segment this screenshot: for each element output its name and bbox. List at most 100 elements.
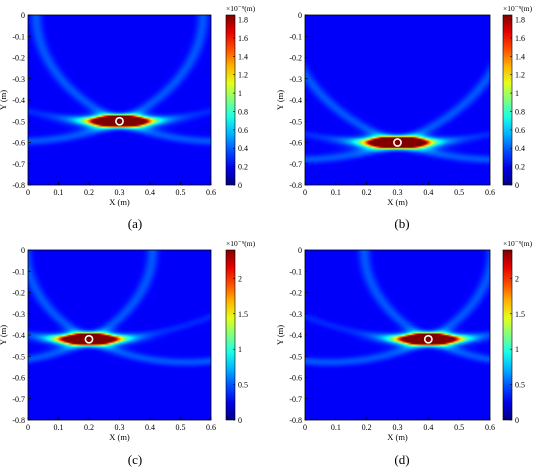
y-tick-label: -0.6 bbox=[12, 374, 25, 383]
y-tick-label: -0.6 bbox=[289, 374, 302, 383]
colorbar-tick-label: 1.2 bbox=[515, 71, 525, 80]
x-tick-label: 0.1 bbox=[54, 423, 64, 432]
x-tick-label: 0 bbox=[303, 188, 307, 197]
colorbar-tick-label: 1.4 bbox=[238, 52, 248, 61]
y-tick-label: -0.1 bbox=[12, 32, 25, 41]
colorbar-tick-label: 1.8 bbox=[515, 16, 525, 25]
caption-d: (d) bbox=[394, 452, 410, 467]
y-tick-label: -0.1 bbox=[289, 267, 302, 276]
colorbar: 0 0.5 1 1.5 2 ×10⁻⁹(m) bbox=[225, 239, 256, 425]
colorbar-gradient bbox=[225, 14, 236, 186]
y-tick-label: -0.1 bbox=[289, 32, 302, 41]
x-tick-label: 0.5 bbox=[454, 423, 464, 432]
x-tick-label: 0.3 bbox=[115, 188, 125, 197]
x-axis-label: X (m) bbox=[109, 197, 130, 207]
colorbar: 0 0.5 1 1.5 2 ×10⁻⁹(m) bbox=[502, 239, 533, 425]
y-tick-label: -0.2 bbox=[12, 289, 25, 298]
x-tick-label: 0.4 bbox=[145, 423, 155, 432]
x-tick-label: 0.5 bbox=[176, 188, 186, 197]
y-tick-label: -0.7 bbox=[12, 395, 25, 404]
x-tick-label: 0.4 bbox=[423, 423, 433, 432]
colorbar-tick-label: 0.8 bbox=[515, 107, 525, 116]
colorbar-tick-label: 1 bbox=[238, 345, 242, 354]
y-tick-label: -0.3 bbox=[289, 75, 302, 84]
heatmap-image bbox=[305, 250, 490, 420]
colorbar-unit: ×10⁻⁹(m) bbox=[226, 4, 256, 13]
y-tick-label: -0.1 bbox=[12, 267, 25, 276]
y-tick-label: -0.8 bbox=[289, 181, 302, 190]
y-tick-label: -0.7 bbox=[12, 160, 25, 169]
target-marker bbox=[393, 138, 402, 147]
caption-b: (b) bbox=[394, 216, 410, 231]
colorbar-unit: ×10⁻⁹(m) bbox=[503, 239, 533, 248]
x-tick-label: 0.5 bbox=[454, 188, 464, 197]
colorbar-tick-label: 0.5 bbox=[238, 381, 248, 390]
x-tick-label: 0.2 bbox=[362, 423, 372, 432]
colorbar-tick-label: 1.8 bbox=[238, 16, 248, 25]
y-axis-label: Y (m) bbox=[0, 90, 8, 110]
x-tick-label: 0.1 bbox=[331, 188, 341, 197]
colorbar-tick-label: 0 bbox=[515, 181, 519, 190]
colorbar-tick-label: 0.5 bbox=[515, 381, 525, 390]
colorbar-tick-label: 2 bbox=[515, 274, 519, 283]
panel-c: 0 0.1 0.2 0.3 0.4 0.5 0.6 0 -0.1 -0.2 -0.3 -0.4 -0.5… bbox=[0, 239, 256, 442]
x-tick-label: 0.2 bbox=[84, 188, 94, 197]
x-tick-label: 0.3 bbox=[393, 423, 403, 432]
colorbar-tick-label: 0.6 bbox=[515, 126, 525, 135]
y-tick-label: -0.4 bbox=[289, 96, 302, 105]
y-tick-label: -0.2 bbox=[12, 54, 25, 63]
colorbar-tick-label: 1.2 bbox=[238, 71, 248, 80]
colorbar-tick-label: 0.4 bbox=[515, 144, 525, 153]
x-tick-label: 0.6 bbox=[206, 423, 216, 432]
colorbar-tick-label: 1.5 bbox=[515, 310, 525, 319]
y-tick-label: -0.3 bbox=[12, 75, 25, 84]
y-tick-label: -0.4 bbox=[12, 96, 25, 105]
x-axis-label: X (m) bbox=[109, 432, 130, 442]
x-tick-label: 0.1 bbox=[331, 423, 341, 432]
panel-d: 0 0.1 0.2 0.3 0.4 0.5 0.6 0 -0.1 -0.2 -0.3 -0.4 -0.5… bbox=[275, 239, 533, 442]
y-tick-label: -0.3 bbox=[12, 310, 25, 319]
x-tick-label: 0.6 bbox=[485, 423, 495, 432]
colorbar: 0 0.2 0.4 0.6 0.8 1 1.2 1.4 1.6 1.8 ×10⁻⁹(m) bbox=[225, 4, 256, 190]
colorbar-tick-label: 0.4 bbox=[238, 144, 248, 153]
y-tick-label: -0.5 bbox=[289, 352, 302, 361]
y-tick-label: -0.7 bbox=[289, 160, 302, 169]
y-axis-label: Y (m) bbox=[275, 325, 285, 345]
caption-a: (a) bbox=[127, 216, 143, 231]
panel-a: 0 0.1 0.2 0.3 0.4 0.5 0.6 0 -0.1 -0.2 -0.3 -0.4 -0.5… bbox=[0, 4, 256, 207]
y-tick-label: -0.8 bbox=[289, 416, 302, 425]
target-marker bbox=[115, 116, 124, 126]
y-tick-label: -0.3 bbox=[289, 310, 302, 319]
y-tick-label: 0 bbox=[298, 246, 302, 255]
x-tick-label: 0.2 bbox=[362, 188, 372, 197]
x-tick-label: 0.5 bbox=[176, 423, 186, 432]
caption-c: (c) bbox=[127, 452, 143, 467]
colorbar-gradient bbox=[225, 249, 236, 421]
heatmap-image bbox=[28, 15, 211, 185]
y-axis-label: Y (m) bbox=[275, 90, 285, 110]
x-tick-label: 0.1 bbox=[54, 188, 64, 197]
colorbar-gradient bbox=[502, 249, 513, 421]
x-tick-label: 0.6 bbox=[206, 188, 216, 197]
y-tick-label: -0.7 bbox=[289, 395, 302, 404]
colorbar-tick-label: 1.6 bbox=[515, 34, 525, 43]
y-tick-label: -0.8 bbox=[12, 416, 25, 425]
colorbar-gradient bbox=[502, 14, 513, 186]
y-axis-label: Y (m) bbox=[0, 325, 8, 345]
colorbar-tick-label: 1.5 bbox=[238, 310, 248, 319]
colorbar-tick-label: 0.2 bbox=[515, 163, 525, 172]
colorbar-tick-label: 1 bbox=[238, 89, 242, 98]
heatmap-image bbox=[28, 250, 211, 420]
panel-b: 0 0.1 0.2 0.3 0.4 0.5 0.6 0 -0.1 -0.2 -0.3 -0.4 -0.5… bbox=[275, 4, 533, 207]
y-tick-label: -0.6 bbox=[289, 139, 302, 148]
colorbar-tick-label: 0.6 bbox=[238, 126, 248, 135]
y-tick-label: -0.4 bbox=[289, 331, 302, 340]
colorbar-tick-label: 1.6 bbox=[238, 34, 248, 43]
y-tick-label: -0.5 bbox=[12, 352, 25, 361]
x-tick-label: 0 bbox=[26, 423, 30, 432]
colorbar-unit: ×10⁻⁹(m) bbox=[226, 239, 256, 248]
x-tick-label: 0.4 bbox=[145, 188, 155, 197]
y-tick-label: -0.4 bbox=[12, 331, 25, 340]
x-axis-label: X (m) bbox=[387, 197, 408, 207]
